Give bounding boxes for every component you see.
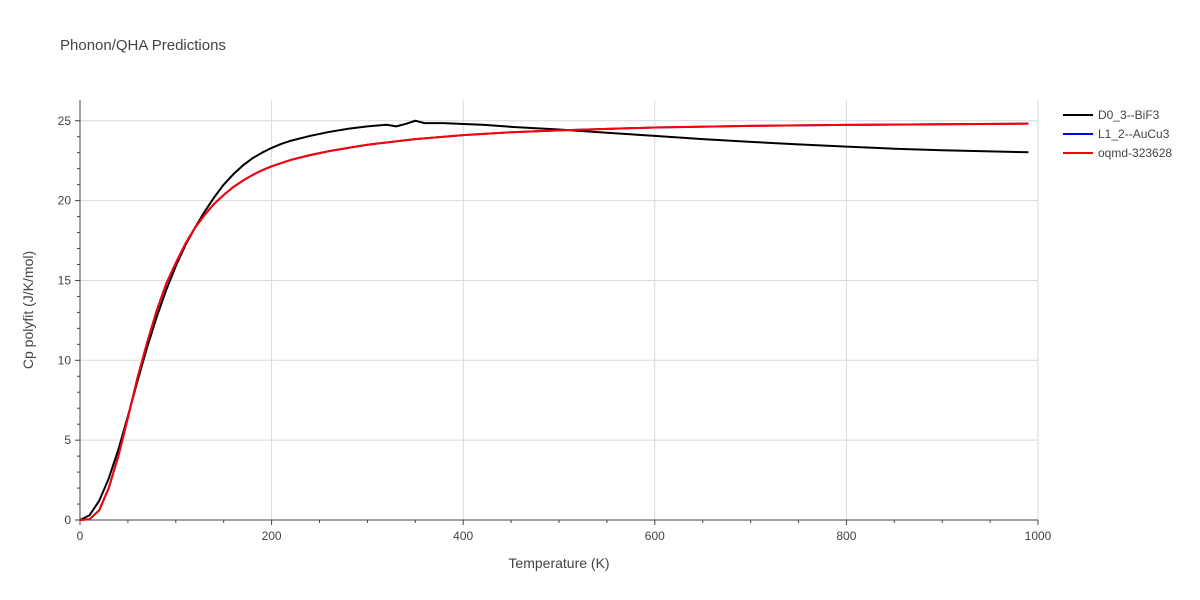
legend-label: oqmd-323628 bbox=[1098, 146, 1172, 160]
x-tick-label: 600 bbox=[645, 529, 665, 543]
legend-item[interactable]: D0_3--BiF3 bbox=[1063, 108, 1160, 122]
legend[interactable]: D0_3--BiF3 L1_2--AuCu3 oqmd-323628 bbox=[1063, 108, 1172, 160]
x-axis-title: Temperature (K) bbox=[508, 555, 609, 571]
x-tick-label: 800 bbox=[836, 529, 856, 543]
y-tick-label: 10 bbox=[58, 353, 72, 367]
grid-layer bbox=[80, 100, 1039, 520]
series-line-D0_3--BiF3 bbox=[79, 119, 1029, 521]
y-tick-label: 20 bbox=[58, 194, 72, 208]
axis-layer bbox=[75, 100, 1039, 525]
y-tick-label: 5 bbox=[64, 433, 71, 447]
legend-item[interactable]: L1_2--AuCu3 bbox=[1063, 127, 1170, 141]
y-tick-label: 15 bbox=[58, 273, 72, 287]
y-tick-label: 0 bbox=[64, 513, 71, 527]
x-tick-label: 200 bbox=[262, 529, 282, 543]
chart-title: Phonon/QHA Predictions bbox=[60, 37, 226, 54]
legend-label: L1_2--AuCu3 bbox=[1098, 127, 1170, 141]
legend-item[interactable]: oqmd-323628 bbox=[1063, 146, 1172, 160]
x-tick-label: 400 bbox=[453, 529, 473, 543]
tick-labels: 0 200 400 600 800 1000 0 5 10 15 20 25 bbox=[58, 114, 1052, 543]
x-tick-label: 1000 bbox=[1025, 529, 1052, 543]
y-tick-label: 25 bbox=[58, 114, 72, 128]
series-line-oqmd-323628 bbox=[79, 122, 1029, 521]
x-tick-label: 0 bbox=[77, 529, 84, 543]
series-layer bbox=[79, 119, 1029, 521]
series-line-L1_2--AuCu3 bbox=[79, 122, 1029, 521]
legend-label: D0_3--BiF3 bbox=[1098, 108, 1160, 122]
y-axis-title: Cp polyfit (J/K/mol) bbox=[20, 251, 36, 369]
